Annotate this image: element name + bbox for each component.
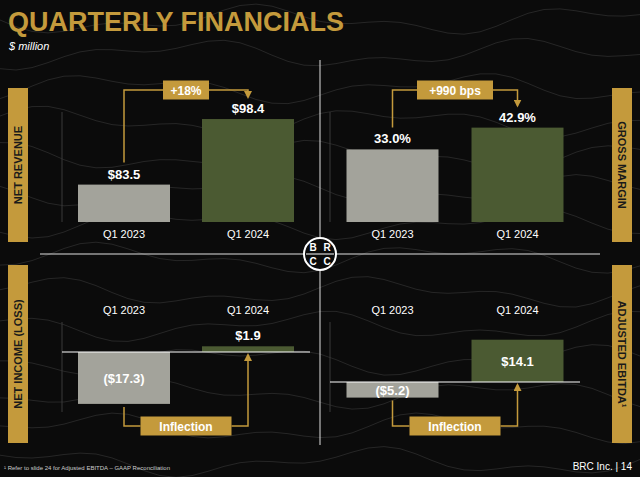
panel-title-box <box>8 88 28 242</box>
panel-title-box <box>8 265 28 443</box>
annotation-box <box>141 417 232 436</box>
data-label: ($17.3) <box>103 371 144 386</box>
page-number: BRC Inc. | 14 <box>573 461 633 472</box>
annotation-connector <box>124 355 248 426</box>
data-label: $83.5 <box>108 167 141 182</box>
zero-line <box>62 352 310 353</box>
panel-title-box <box>612 265 632 443</box>
annotation-connector <box>124 90 248 163</box>
annotation: +18% <box>170 84 201 98</box>
bar <box>202 346 294 352</box>
connector-arrow <box>232 355 249 426</box>
annotation-box <box>163 81 209 100</box>
data-label: ($5.2) <box>376 383 410 398</box>
category-label: Q1 2024 <box>496 228 538 240</box>
background <box>0 0 640 477</box>
bar <box>78 352 170 404</box>
logo-letter: R <box>323 242 331 253</box>
category-label: Q1 2023 <box>103 228 145 240</box>
panel-title: GROSS MARGIN <box>616 121 628 208</box>
bars <box>78 119 294 222</box>
connector-line <box>393 401 410 426</box>
value-axis <box>330 112 331 222</box>
connector-line <box>393 90 418 127</box>
panel: GROSS MARGIN Q1 2023 Q1 2024 33.0% 42.9% +990… <box>330 81 632 243</box>
bar <box>347 382 439 398</box>
panel-title: NET INCOME (LOSS) <box>12 299 24 409</box>
connector-arrow <box>209 90 248 97</box>
connector-line <box>124 407 141 426</box>
bar <box>472 128 564 222</box>
category-label: Q1 2024 <box>227 304 269 316</box>
panel-title: ADJUSTED EBITDA¹ <box>616 301 628 408</box>
data-label: $1.9 <box>235 328 260 343</box>
value-axis <box>330 322 331 412</box>
data-label: 33.0% <box>374 131 411 146</box>
panel: ADJUSTED EBITDA¹ Q1 2023 Q1 2024 ($5.2) $14.… <box>330 265 632 443</box>
topo-pattern <box>0 4 640 477</box>
connector-arrow <box>501 385 518 426</box>
data-label: $98.4 <box>232 101 265 116</box>
bar <box>472 340 564 382</box>
annotation: Inflection <box>428 420 481 434</box>
annotation-box <box>417 81 493 100</box>
logo-ring <box>304 238 336 270</box>
bar <box>78 185 170 222</box>
category-label: Q1 2024 <box>227 228 269 240</box>
topo-line <box>0 447 640 477</box>
data-label: $14.1 <box>501 354 534 369</box>
logo-bar <box>306 254 334 255</box>
category-label: Q1 2024 <box>496 304 538 316</box>
zero-line <box>330 382 580 383</box>
canvas: QUARTERLY FINANCIALS $ million ¹ Refer to … <box>0 0 640 477</box>
logo-letter: B <box>309 242 316 253</box>
bars <box>347 128 564 222</box>
page-subtitle: $ million <box>8 40 49 52</box>
annotation: +990 bps <box>429 84 481 98</box>
connector-line <box>124 90 163 163</box>
bars <box>78 346 294 404</box>
bar <box>347 149 439 222</box>
value-axis <box>62 112 63 222</box>
annotation: Inflection <box>159 420 212 434</box>
category-label: Q1 2023 <box>371 304 413 316</box>
bar <box>202 119 294 222</box>
category-label: Q1 2023 <box>371 228 413 240</box>
data-label: 42.9% <box>499 110 536 125</box>
panel: NET INCOME (LOSS) Q1 2023 Q1 2024 ($17.3) $1… <box>8 265 310 443</box>
footnote: ¹ Refer to slide 24 for Adjusted EBITDA … <box>4 465 170 471</box>
value-axis <box>62 322 63 412</box>
panel-title: NET REVENUE <box>12 126 24 204</box>
category-label: Q1 2023 <box>103 304 145 316</box>
page: {"title": "QUARTERLY FINANCIALS", "subti… <box>0 0 640 477</box>
page-title: QUARTERLY FINANCIALS <box>8 7 344 37</box>
logo-letter: C <box>309 256 316 267</box>
annotation-box <box>410 417 501 436</box>
panel-title-box <box>612 88 632 242</box>
logo: BRCC <box>304 238 336 270</box>
logo-letter: C <box>323 256 330 267</box>
bars <box>347 340 564 398</box>
panel: NET REVENUE Q1 2023 Q1 2024 $83.5 $98.4 +18% <box>8 81 294 243</box>
connector-arrow <box>493 90 518 106</box>
divider-h <box>40 254 600 255</box>
